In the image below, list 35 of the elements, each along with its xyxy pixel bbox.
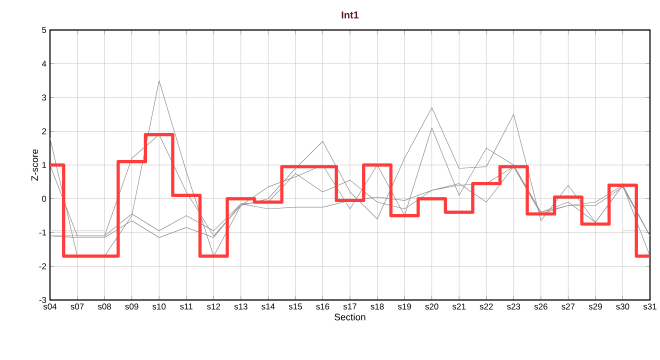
y-tick-label: 3	[42, 94, 46, 101]
x-tick-label: s26	[534, 304, 548, 310]
x-tick-label: s21	[452, 304, 466, 310]
y-tick-label: 0	[42, 196, 46, 202]
x-tick-label: s22	[480, 304, 493, 310]
x-tick-label: s09	[125, 304, 138, 310]
x-tick-label: s31	[643, 304, 656, 310]
x-tick-label: s15	[288, 304, 302, 310]
x-tick-label: s30	[616, 304, 630, 310]
y-tick-label: 1	[42, 162, 46, 168]
x-tick-label: s17	[343, 304, 356, 310]
x-tick-label: s29	[588, 304, 602, 310]
y-tick-label: -2	[39, 263, 46, 270]
x-tick-label: s16	[316, 304, 330, 310]
x-tick-label: s10	[152, 304, 166, 310]
x-tick-label: s20	[425, 304, 438, 310]
x-tick-label: s08	[98, 304, 112, 310]
chart-title: Int1	[342, 12, 359, 18]
x-tick-label: s13	[234, 304, 248, 310]
x-tick-label: s07	[70, 304, 84, 310]
x-axis-title: Section	[334, 313, 366, 320]
x-tick-label: s18	[370, 304, 384, 310]
x-tick-label: s12	[207, 304, 220, 310]
y-tick-label: 5	[42, 27, 46, 33]
x-tick-label: s27	[562, 304, 575, 310]
x-tick-label: s19	[398, 304, 412, 310]
y-axis-title: Z-score	[31, 149, 38, 181]
x-tick-label: s11	[180, 304, 192, 310]
y-tick-label: 4	[42, 60, 46, 67]
x-tick-label: s23	[507, 304, 520, 310]
x-tick-label: s04	[43, 304, 57, 310]
x-tick-label: s14	[262, 304, 275, 310]
y-tick-label: 2	[42, 128, 46, 134]
y-tick-label: -3	[39, 297, 46, 304]
y-tick-label: -1	[39, 230, 46, 236]
